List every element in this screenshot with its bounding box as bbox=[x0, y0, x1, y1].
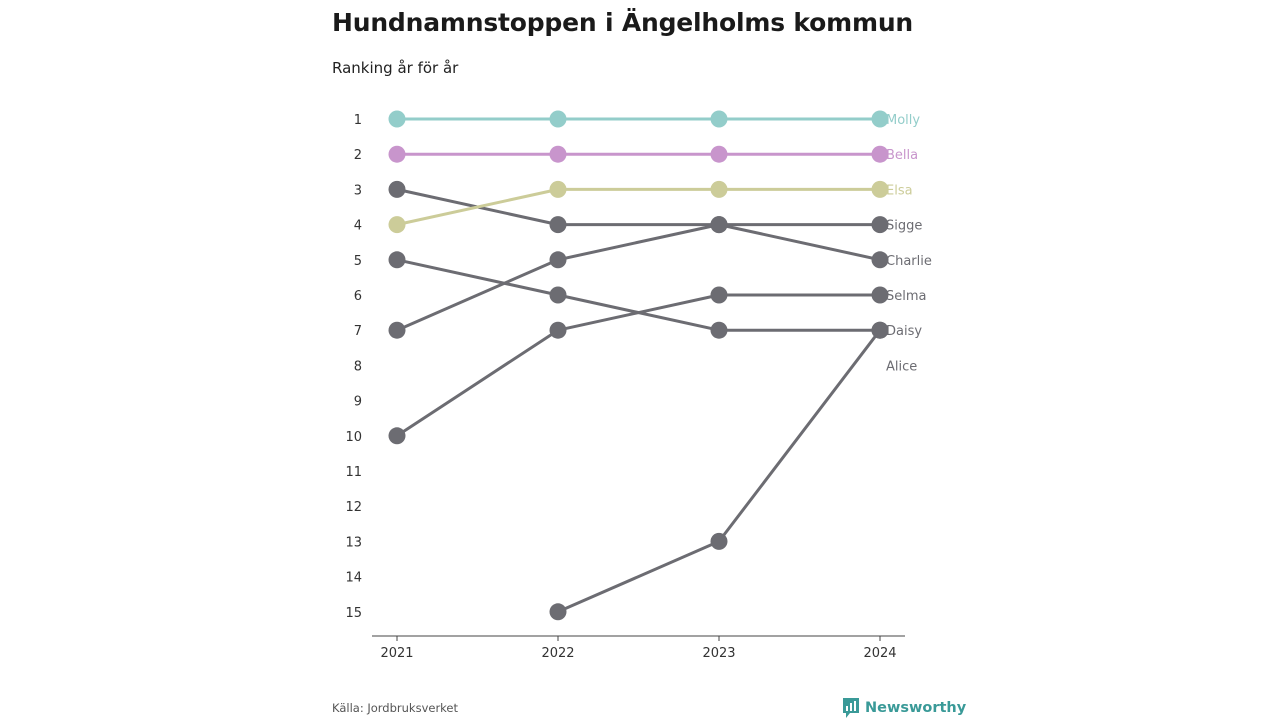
series-point-bella bbox=[549, 145, 567, 163]
series-point-sigge bbox=[871, 216, 889, 234]
brand-logo: Newsworthy bbox=[842, 697, 966, 719]
y-tick-label: 14 bbox=[345, 571, 362, 586]
end-label-alice: Alice bbox=[886, 359, 917, 374]
series-point-selma bbox=[710, 286, 728, 304]
series-point-bella bbox=[710, 145, 728, 163]
series-point-selma bbox=[871, 286, 889, 304]
y-tick-label: 13 bbox=[345, 535, 362, 550]
y-tick-label: 1 bbox=[354, 113, 362, 128]
series-point-elsa bbox=[871, 180, 889, 198]
series-point-charlie bbox=[388, 180, 406, 198]
series-point-alice bbox=[549, 603, 567, 621]
series-line-selma bbox=[395, 293, 882, 438]
end-label-charlie: Charlie bbox=[886, 254, 932, 269]
y-tick-label: 11 bbox=[345, 465, 362, 480]
x-tick-label: 2021 bbox=[380, 646, 413, 661]
series-line-elsa bbox=[395, 187, 882, 227]
y-tick-label: 10 bbox=[345, 430, 362, 445]
series-point-elsa bbox=[549, 180, 567, 198]
series-point-charlie bbox=[710, 216, 728, 234]
series-point-selma bbox=[388, 427, 406, 445]
series-point-molly bbox=[871, 110, 889, 128]
end-label-molly: Molly bbox=[886, 113, 920, 128]
y-tick-label: 8 bbox=[354, 359, 362, 374]
series-point-molly bbox=[710, 110, 728, 128]
end-label-sigge: Sigge bbox=[886, 219, 922, 234]
series-point-charlie bbox=[549, 216, 567, 234]
source-note: Källa: Jordbruksverket bbox=[332, 701, 459, 715]
brand-name: Newsworthy bbox=[865, 700, 967, 716]
chart-subtitle: Ranking år för år bbox=[332, 59, 459, 77]
y-tick-label: 2 bbox=[354, 148, 362, 163]
end-label-bella: Bella bbox=[886, 148, 918, 163]
x-axis-ticks: 2021 2022 2023 2024 bbox=[380, 636, 897, 661]
y-tick-label: 6 bbox=[354, 289, 362, 304]
y-tick-label: 4 bbox=[354, 219, 362, 234]
series-end-labels: Molly Bella Elsa Sigge Charlie Selma Daisy Alic… bbox=[886, 113, 932, 374]
series-point-daisy bbox=[710, 321, 728, 339]
x-tick-label: 2022 bbox=[541, 646, 574, 661]
series-line-sigge bbox=[395, 223, 882, 332]
series-point-bella bbox=[871, 145, 889, 163]
y-tick-label: 9 bbox=[354, 395, 362, 410]
series-point-alice bbox=[710, 532, 728, 550]
series-point-molly bbox=[388, 110, 406, 128]
x-tick-label: 2024 bbox=[863, 646, 896, 661]
series-point-daisy bbox=[549, 286, 567, 304]
series-point-alice bbox=[871, 321, 889, 339]
series-line-alice bbox=[556, 328, 882, 614]
x-tick-label: 2023 bbox=[702, 646, 735, 661]
series-point-charlie bbox=[871, 251, 889, 269]
series-point-elsa bbox=[388, 216, 406, 234]
series-point-sigge bbox=[388, 321, 406, 339]
series-lines bbox=[395, 117, 882, 614]
y-tick-label: 7 bbox=[354, 324, 362, 339]
end-label-selma: Selma bbox=[886, 289, 927, 304]
series-point-bella bbox=[388, 145, 406, 163]
series-point-selma bbox=[549, 321, 567, 339]
series-line-daisy bbox=[395, 258, 882, 332]
series-point-daisy bbox=[388, 251, 406, 269]
y-tick-label: 12 bbox=[345, 500, 362, 515]
y-tick-label: 3 bbox=[354, 183, 362, 198]
series-point-molly bbox=[549, 110, 567, 128]
y-tick-label: 5 bbox=[354, 254, 362, 269]
chart-title: Hundnamnstoppen i Ängelholms kommun bbox=[332, 8, 914, 37]
y-tick-label: 15 bbox=[345, 606, 362, 621]
series-point-sigge bbox=[549, 251, 567, 269]
end-label-daisy: Daisy bbox=[886, 324, 922, 339]
series-point-elsa bbox=[710, 180, 728, 198]
newsworthy-logo-icon bbox=[843, 698, 859, 718]
end-label-elsa: Elsa bbox=[886, 183, 913, 198]
series-points bbox=[388, 110, 889, 621]
